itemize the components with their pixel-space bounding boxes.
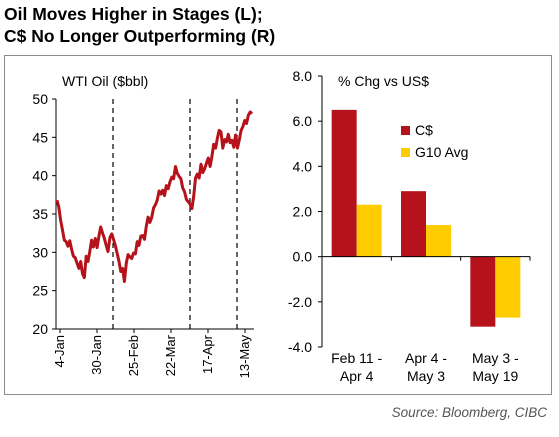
- g10-bar-3: [495, 256, 521, 318]
- oil-chart-title: WTI Oil ($bbl): [62, 73, 148, 89]
- oil-x-tick-label: 22-Mar: [163, 334, 178, 376]
- fx-y-tick-label: 2.0: [293, 204, 313, 220]
- g10-bar-2: [426, 225, 451, 257]
- oil-price-line: [55, 110, 253, 283]
- oil-y-tick-label: 25: [32, 283, 48, 299]
- legend-swatch-g10: [401, 148, 410, 157]
- fx-y-tick-label: 4.0: [293, 158, 313, 174]
- oil-y-tick-label: 30: [32, 244, 48, 260]
- fx-category-label: May 3: [407, 368, 445, 384]
- fx-category-label: May 3 -: [472, 350, 519, 366]
- legend-swatch-cad: [401, 126, 410, 135]
- oil-y-tick-label: 35: [32, 206, 48, 222]
- legend-label-g10: G10 Avg: [415, 144, 468, 160]
- cad-bar-1: [331, 109, 357, 257]
- fx-y-tick-label: 6.0: [293, 113, 313, 129]
- fx-category-label: Feb 11 -: [331, 350, 382, 366]
- oil-x-tick-label: 17-Apr: [200, 334, 215, 374]
- oil-y-tick-label: 45: [32, 129, 48, 145]
- oil-x-tick-label: 25-Feb: [126, 335, 141, 376]
- oil-y-tick-label: 20: [32, 321, 48, 337]
- chart-title-line-1: Oil Moves Higher in Stages (L);: [4, 4, 263, 24]
- chart-frame: [4, 55, 552, 395]
- fx-chart-title: % Chg vs US$: [338, 73, 429, 89]
- fx-change-chart: % Chg vs US$ -4.0 -2.0 0.0 2.0 4.0 6.0 8.0 Feb 1…: [288, 68, 531, 384]
- oil-x-tick-label: 4-Jan: [52, 335, 67, 368]
- fx-category-label: May 19: [472, 368, 518, 384]
- fx-y-tick-label: -2.0: [288, 294, 312, 310]
- fx-y-tick-label: -4.0: [288, 339, 312, 355]
- fx-y-tick-label: 0.0: [293, 249, 313, 265]
- oil-y-tick-label: 40: [32, 168, 48, 184]
- legend-label-cad: C$: [415, 122, 433, 138]
- source-note: Source: Bloomberg, CIBC: [391, 405, 547, 420]
- cad-bar-2: [401, 191, 426, 257]
- oil-price-chart: WTI Oil ($bbl) 20 25 30 35 40 45 50 4-Jan 30-Jan 2…: [32, 73, 254, 378]
- cad-bar-3: [470, 256, 496, 327]
- g10-bar-1: [356, 204, 382, 257]
- fx-y-tick-label: 8.0: [293, 68, 313, 84]
- oil-x-tick-label: 30-Jan: [89, 335, 104, 375]
- fx-category-label: Apr 4: [340, 368, 374, 384]
- chart-title-line-2: C$ No Longer Outperforming (R): [4, 26, 276, 46]
- fx-category-label: Apr 4 -: [405, 350, 447, 366]
- oil-x-tick-label: 13-May: [237, 335, 252, 379]
- oil-y-tick-label: 50: [32, 91, 48, 107]
